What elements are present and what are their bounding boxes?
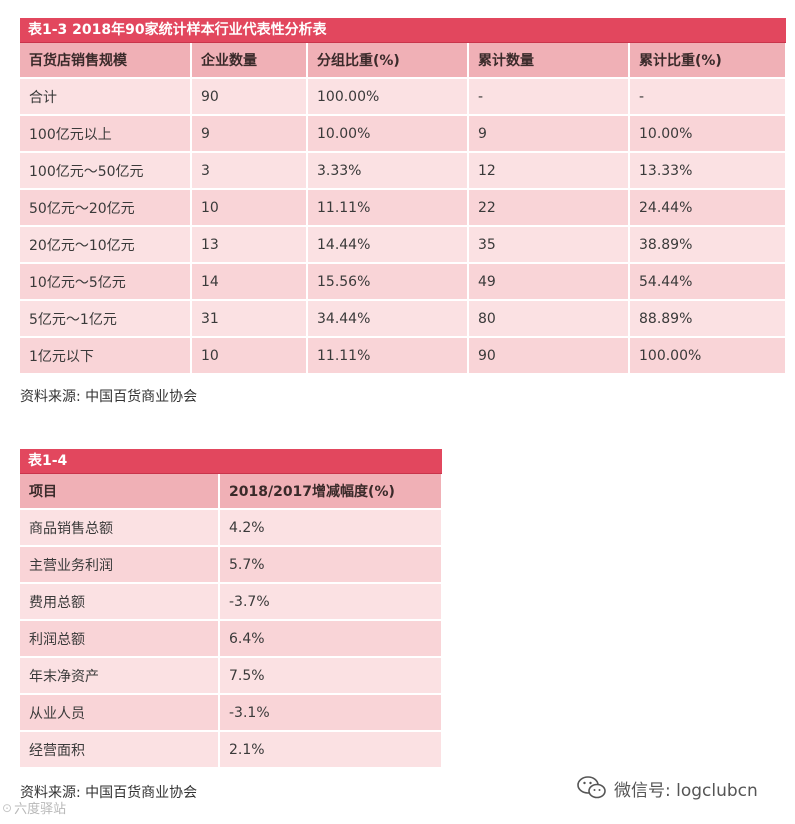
table-cell: 35: [468, 226, 630, 264]
table-cell: 7.5%: [219, 657, 443, 695]
table-cell: 90: [468, 337, 630, 375]
table-cell: 38.89%: [629, 226, 787, 264]
watermark-right-text: 微信号: logclubcn: [614, 780, 758, 801]
data-table: 项目 2018/2017增减幅度(%) 商品销售总额 4.2% 主营业务利润 5…: [20, 474, 443, 769]
watermark-left: ⊙ 六度驿站: [2, 798, 67, 818]
data-table: 百货店销售规模 企业数量 分组比重(%) 累计数量 累计比重(%) 合计 90 …: [20, 43, 787, 375]
table-cell: 10.00%: [629, 115, 787, 153]
table-title: 表1-3 2018年90家统计样本行业代表性分析表: [20, 18, 786, 43]
table-cell: 10.00%: [307, 115, 469, 153]
table-cell: 100.00%: [307, 78, 469, 116]
table-1-4: 表1-4 项目 2018/2017增减幅度(%) 商品销售总额 4.2% 主营业…: [20, 449, 443, 769]
table-cell: 54.44%: [629, 263, 787, 301]
table-cell: 50亿元～20亿元: [20, 189, 192, 227]
table-cell: 13.33%: [629, 152, 787, 190]
table-cell: 14.44%: [307, 226, 469, 264]
table-row: 主营业务利润 5.7%: [20, 546, 443, 584]
table-row: 1亿元以下 10 11.11% 90 100.00%: [20, 337, 787, 375]
table-header-row: 项目 2018/2017增减幅度(%): [20, 474, 443, 510]
table-cell: 10亿元～5亿元: [20, 263, 192, 301]
table-cell: 22: [468, 189, 630, 227]
table-cell: 从业人员: [20, 694, 220, 732]
table-cell: 88.89%: [629, 300, 787, 338]
table-cell: 5亿元～1亿元: [20, 300, 192, 338]
table-cell: 2.1%: [219, 731, 443, 769]
table-row: 10亿元～5亿元 14 15.56% 49 54.44%: [20, 263, 787, 301]
logo-icon: ⊙: [2, 800, 13, 815]
table-row: 年末净资产 7.5%: [20, 657, 443, 695]
table-row: 5亿元～1亿元 31 34.44% 80 88.89%: [20, 300, 787, 338]
table-cell: 80: [468, 300, 630, 338]
table-row: 50亿元～20亿元 10 11.11% 22 24.44%: [20, 189, 787, 227]
table-cell: -: [629, 78, 787, 116]
table-cell: 20亿元～10亿元: [20, 226, 192, 264]
table-cell: 31: [191, 300, 308, 338]
table-cell: 100亿元以上: [20, 115, 192, 153]
table-cell: 10: [191, 189, 308, 227]
table-cell: 1亿元以下: [20, 337, 192, 375]
table-cell: 商品销售总额: [20, 509, 220, 547]
table-cell: 4.2%: [219, 509, 443, 547]
table-row: 100亿元以上 9 10.00% 9 10.00%: [20, 115, 787, 153]
table-cell: 100亿元～50亿元: [20, 152, 192, 190]
table-header-row: 百货店销售规模 企业数量 分组比重(%) 累计数量 累计比重(%): [20, 43, 787, 79]
watermark-left-text: 六度驿站: [14, 802, 67, 817]
table-cell: 24.44%: [629, 189, 787, 227]
wechat-icon: [577, 776, 606, 799]
table-cell: 9: [468, 115, 630, 153]
table-cell: 49: [468, 263, 630, 301]
table-cell: 费用总额: [20, 583, 220, 621]
table-cell: 15.56%: [307, 263, 469, 301]
table-cell: 34.44%: [307, 300, 469, 338]
table-cell: 90: [191, 78, 308, 116]
table-cell: -3.1%: [219, 694, 443, 732]
table-row: 从业人员 -3.1%: [20, 694, 443, 732]
column-header: 累计数量: [468, 43, 630, 79]
table-title: 表1-4: [20, 449, 442, 474]
table-cell: 13: [191, 226, 308, 264]
table-row: 合计 90 100.00% - -: [20, 78, 787, 116]
table-cell: 12: [468, 152, 630, 190]
table-cell: -3.7%: [219, 583, 443, 621]
column-header: 百货店销售规模: [20, 43, 192, 79]
column-header: 2018/2017增减幅度(%): [219, 474, 443, 510]
source-note: 资料来源: 中国百货商业协会: [20, 389, 198, 405]
table-row: 费用总额 -3.7%: [20, 583, 443, 621]
table-cell: 3.33%: [307, 152, 469, 190]
table-row: 100亿元～50亿元 3 3.33% 12 13.33%: [20, 152, 787, 190]
column-header: 分组比重(%): [307, 43, 469, 79]
table-cell: 合计: [20, 78, 192, 116]
table-row: 20亿元～10亿元 13 14.44% 35 38.89%: [20, 226, 787, 264]
table-row: 经营面积 2.1%: [20, 731, 443, 769]
table-cell: 3: [191, 152, 308, 190]
column-header: 累计比重(%): [629, 43, 787, 79]
table-cell: 10: [191, 337, 308, 375]
table-cell: -: [468, 78, 630, 116]
table-cell: 11.11%: [307, 337, 469, 375]
table-row: 利润总额 6.4%: [20, 620, 443, 658]
source-note: 资料来源: 中国百货商业协会: [20, 785, 198, 801]
watermark-right: 微信号: logclubcn: [576, 774, 758, 802]
table-cell: 100.00%: [629, 337, 787, 375]
table-cell: 14: [191, 263, 308, 301]
table-cell: 年末净资产: [20, 657, 220, 695]
table-row: 商品销售总额 4.2%: [20, 509, 443, 547]
table-cell: 5.7%: [219, 546, 443, 584]
table-cell: 利润总额: [20, 620, 220, 658]
table-cell: 6.4%: [219, 620, 443, 658]
table-cell: 经营面积: [20, 731, 220, 769]
column-header: 项目: [20, 474, 220, 510]
table-cell: 9: [191, 115, 308, 153]
table-cell: 11.11%: [307, 189, 469, 227]
column-header: 企业数量: [191, 43, 308, 79]
table-cell: 主营业务利润: [20, 546, 220, 584]
table-1-3: 表1-3 2018年90家统计样本行业代表性分析表 百货店销售规模 企业数量 分…: [20, 18, 787, 375]
